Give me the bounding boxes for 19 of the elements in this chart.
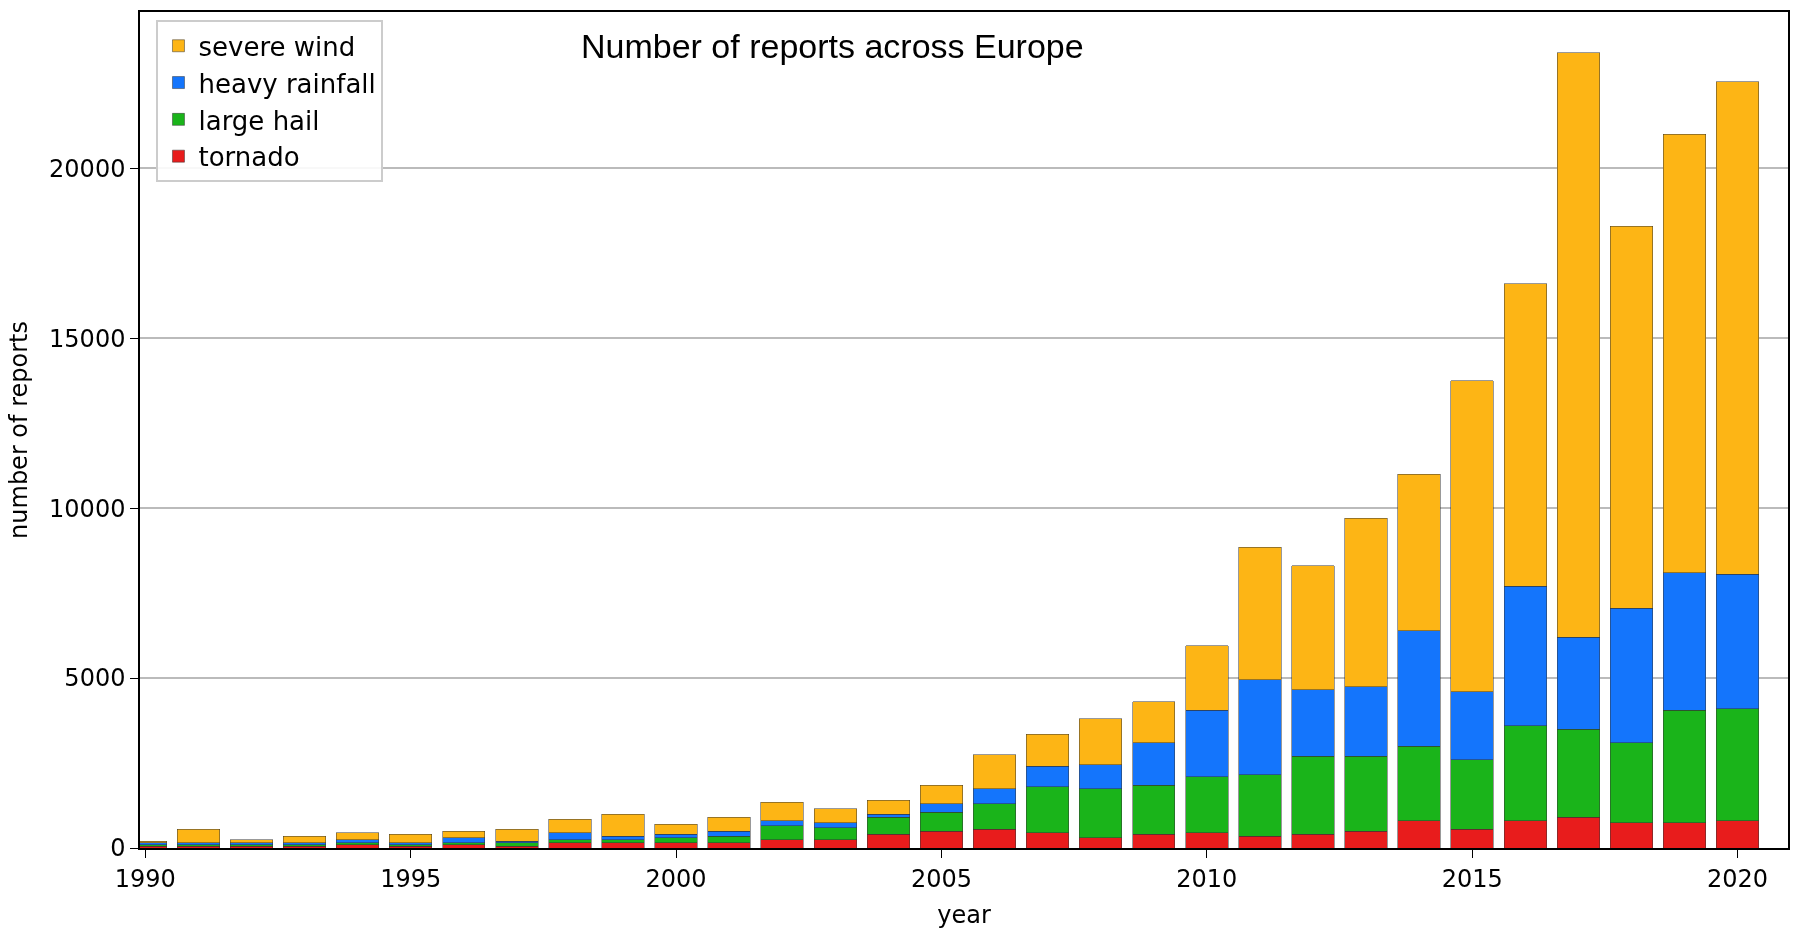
y-tick-label: 5000 [64, 664, 126, 693]
chart-title: Number of reports across Europe [581, 27, 1084, 65]
legend-label: large hail [198, 105, 320, 136]
x-tick-label: 2015 [1441, 864, 1503, 893]
legend-label: tornado [198, 142, 300, 173]
x-tick-label: 2020 [1707, 864, 1769, 893]
y-tick-label: 15000 [49, 324, 126, 353]
x-tick-label: 1995 [380, 864, 442, 893]
x-tick-label: 2010 [1176, 864, 1238, 893]
x-tick-label: 1990 [114, 864, 176, 893]
legend-label: heavy rainfall [198, 68, 376, 99]
legend-label: severe wind [198, 31, 356, 62]
x-tick-label: 2000 [645, 864, 707, 893]
y-axis-title: number of reports [4, 321, 33, 539]
y-tick-label: 10000 [49, 494, 126, 523]
y-tick-label: 0 [110, 834, 126, 863]
x-axis-title: year [937, 901, 991, 930]
x-tick-label: 2005 [910, 864, 972, 893]
y-tick-label: 20000 [49, 154, 126, 183]
